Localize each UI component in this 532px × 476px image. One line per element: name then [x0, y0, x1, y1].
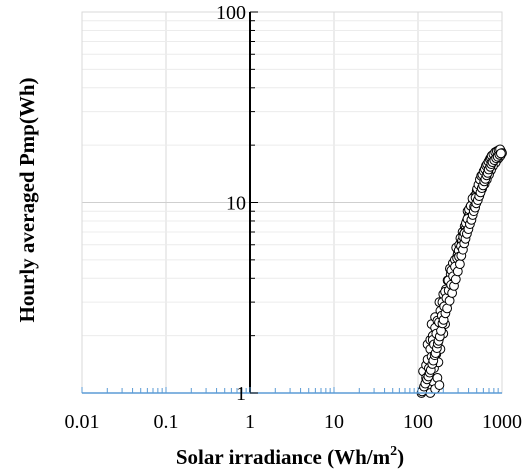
x-axis-title: Solar irradiance (Wh/m2): [176, 444, 404, 469]
x-tick-label: 0.01: [65, 411, 100, 433]
x-tick-labels: 0.01 0.1 1 10 100 1000: [65, 411, 523, 433]
x-minor-ticks: [81, 387, 499, 393]
x-tick-label: 1000: [482, 411, 522, 433]
x-axis-title-suffix: ): [397, 445, 404, 469]
x-tick-label: 10: [324, 411, 344, 433]
x-tick-label: 100: [403, 411, 433, 433]
y-tick-label: 1: [236, 383, 246, 405]
data-point: [434, 380, 445, 391]
y-axis-ticks: [250, 11, 258, 394]
x-axis-title-superscript: 2: [390, 444, 397, 459]
y-tick-label: 100: [216, 2, 246, 24]
y-tick-label: 10: [226, 193, 246, 215]
data-point: [450, 274, 461, 285]
plot-area: [81, 11, 507, 398]
data-point: [455, 259, 465, 270]
data-point: [496, 148, 506, 159]
x-tick-label: 0.1: [154, 411, 179, 433]
y-tick-labels: 1 10 100: [216, 2, 246, 405]
x-tick-label: 1: [245, 411, 255, 433]
x-axis-title-text: Solar irradiance (Wh/m: [176, 445, 391, 469]
data-points: [416, 144, 507, 398]
y-axis-title: Hourly averaged Pmp(Wh): [15, 78, 39, 323]
